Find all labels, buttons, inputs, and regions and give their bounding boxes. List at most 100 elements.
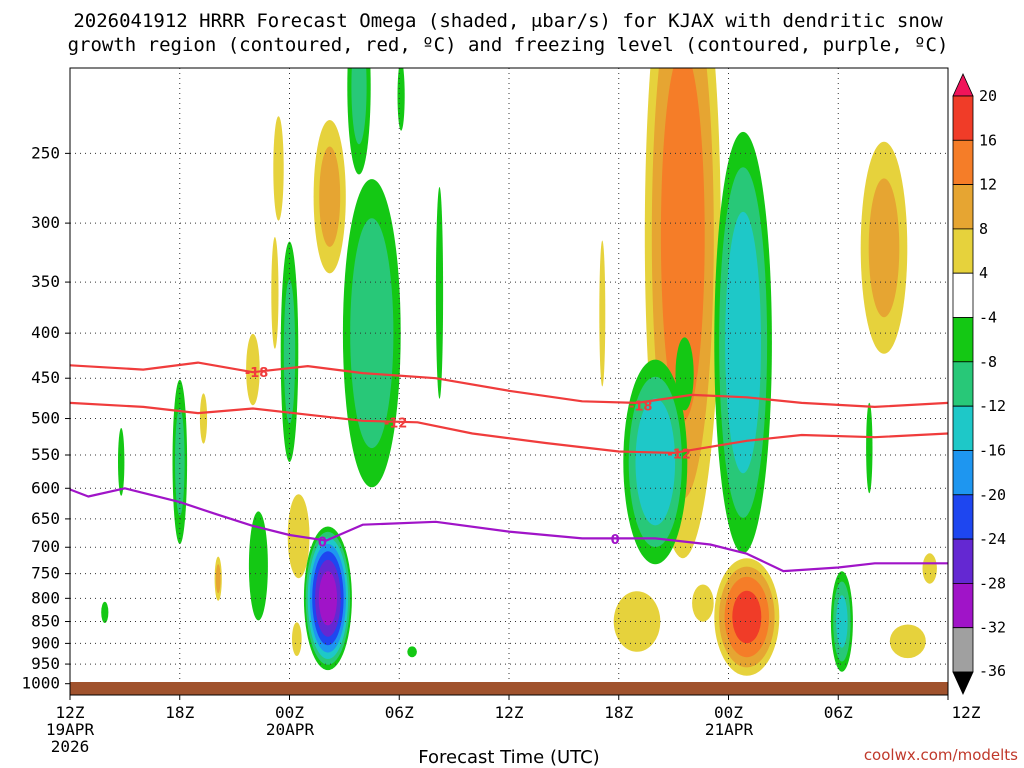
freezing-level-label: 0 [318, 536, 327, 551]
colorbar-label: -28 [979, 574, 1006, 592]
isotherm-minus18-label: -18 [245, 366, 269, 381]
colorbar-label: -8 [979, 353, 997, 371]
plot-background [70, 68, 948, 695]
omega-cell [248, 511, 268, 621]
y-tick-label: 350 [31, 272, 60, 291]
date-label-21apr: 21APR [705, 720, 754, 739]
pressure-axis: 250 300 350 400 450 500 550 600 650 700 750 800 850 9… [21, 143, 70, 693]
isotherm-minus12-label: -12 [667, 448, 691, 463]
omega-band [725, 211, 761, 474]
colorbar-label: 20 [979, 87, 997, 105]
colorbar-swatch [952, 405, 974, 451]
omega-band [675, 337, 694, 411]
omega-cell [292, 622, 302, 656]
omega-band [118, 428, 125, 496]
omega-cell [313, 120, 346, 274]
omega-cell [342, 179, 401, 488]
colorbar-label: 16 [979, 131, 997, 149]
omega-cell [214, 556, 222, 601]
x-tick-label: 18Z [165, 703, 194, 722]
y-tick-label: 1000 [21, 674, 60, 693]
omega-cell [866, 402, 873, 494]
x-tick-label: 06Z [824, 703, 853, 722]
omega-cell [613, 591, 661, 652]
omega-band [660, 68, 705, 422]
omega-cell [347, 68, 371, 175]
omega-band [215, 564, 221, 594]
omega-cell [172, 379, 188, 545]
isotherm-minus18-label: -18 [629, 399, 653, 414]
colorbar-label: 8 [979, 220, 988, 238]
isotherm-minus18: -18 -18 [70, 361, 948, 414]
colorbar-label: -24 [979, 530, 1006, 548]
date-label-2026: 2026 [51, 737, 90, 756]
omega-band [292, 622, 302, 656]
x-tick-label: 12Z [495, 703, 524, 722]
omega-cell [303, 526, 352, 671]
omega-band [635, 398, 676, 526]
chart-title-line2: growth region (contoured, red, ºC) and f… [68, 34, 949, 56]
omega-cell [599, 240, 606, 387]
omega-band [613, 591, 661, 652]
colorbar-swatch [952, 228, 974, 274]
omega-band [922, 553, 937, 584]
freezing-level-line [70, 487, 948, 573]
omega-band [271, 237, 279, 349]
source-credit: coolwx.com/modelts [864, 746, 1018, 764]
colorbar-label: -36 [979, 662, 1006, 680]
omega-band [350, 218, 394, 449]
y-tick-label: 850 [31, 612, 60, 631]
omega-cell [692, 584, 714, 622]
y-tick-label: 300 [31, 213, 60, 232]
colorbar-swatch [952, 272, 974, 318]
colorbar-label: 12 [979, 176, 997, 194]
colorbar-label: -16 [979, 442, 1006, 460]
omega-band [435, 187, 444, 399]
y-tick-label: 800 [31, 588, 60, 607]
omega-band [351, 68, 367, 145]
omega-shading [101, 68, 937, 676]
x-tick-label: 12Z [56, 703, 85, 722]
isotherm-minus12: -12 -12 [70, 401, 948, 463]
time-axis: 12Z 18Z 00Z 06Z 12Z 18Z 00Z 06Z 12Z [56, 695, 981, 722]
omega-cell [675, 337, 694, 411]
colorbar-swatch [952, 450, 974, 496]
omega-cell [271, 237, 279, 349]
omega-band [318, 571, 337, 626]
colorbar-label: -12 [979, 397, 1006, 415]
colorbar-swatch [952, 494, 974, 540]
omega-band [101, 601, 109, 624]
omega-cell [118, 428, 125, 496]
omega-band [599, 240, 606, 387]
y-tick-label: 500 [31, 409, 60, 428]
omega-cell [889, 624, 926, 659]
plot-area: -18-18-12-120 0 [70, 68, 948, 695]
omega-cell [623, 359, 688, 565]
colorbar-label: -4 [979, 309, 997, 327]
y-tick-label: 950 [31, 654, 60, 673]
colorbar-swatch [952, 95, 974, 141]
y-tick-label: 400 [31, 323, 60, 342]
x-tick-label: 18Z [604, 703, 633, 722]
omega-band [319, 146, 341, 247]
colorbar-swatch [952, 538, 974, 584]
omega-band [732, 590, 762, 644]
omega-cell [273, 116, 284, 221]
x-tick-label: 00Z [714, 703, 743, 722]
x-axis-title: Forecast Time (UTC) [418, 747, 599, 768]
colorbar-swatch [952, 583, 974, 629]
y-tick-label: 700 [31, 537, 60, 556]
y-tick-label: 600 [31, 478, 60, 497]
omega-cell [280, 241, 299, 462]
y-tick-label: 450 [31, 368, 60, 387]
colorbar-swatch [952, 361, 974, 407]
omega-cell [922, 553, 937, 584]
colorbar-swatch [952, 139, 974, 186]
omega-cell [830, 571, 853, 672]
omega-cell [246, 333, 260, 406]
colorbar-swatch [952, 317, 974, 363]
y-tick-label: 900 [31, 633, 60, 652]
omega-cell [435, 187, 444, 399]
